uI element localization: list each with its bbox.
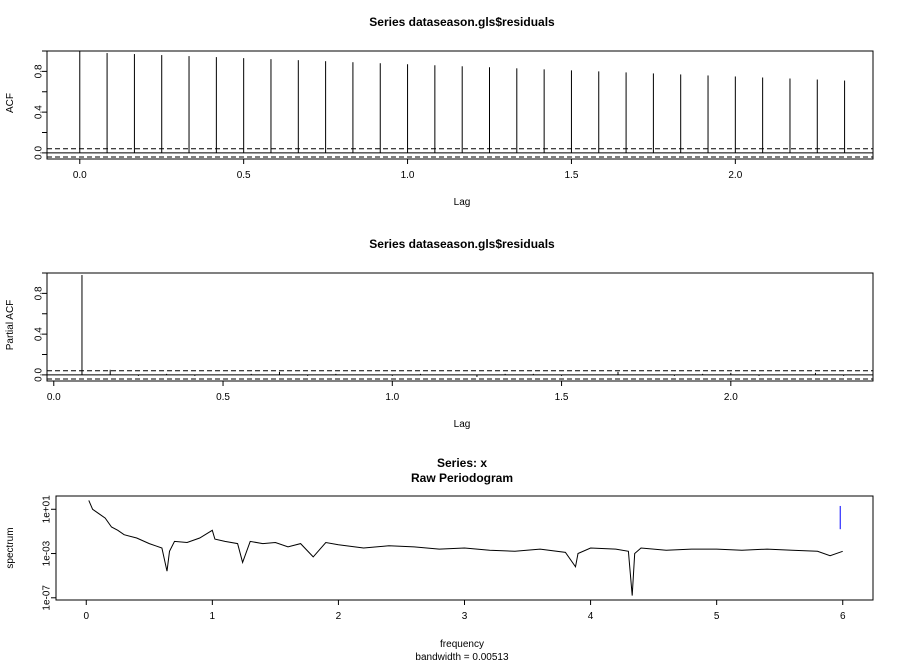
pacf-panel: Series dataseason.gls$residuals 0.0 0.5 1.…: [5, 237, 874, 430]
acf-panel: Series dataseason.gls$residuals 0.0 0.5 1.…: [5, 15, 874, 208]
acf-xlabel: Lag: [454, 197, 471, 208]
periodogram-xtick-label: 1: [210, 611, 216, 622]
pacf-xtick-label: 0.5: [216, 392, 230, 403]
pacf-xtick-label: 0.0: [47, 392, 61, 403]
spectrum-line: [88, 500, 843, 596]
periodogram-subtitle: Raw Periodogram: [411, 471, 513, 485]
periodogram-panel: Series: x Raw Periodogram 0 1 2 3 4 5 6 1e-07 1e…: [5, 456, 874, 663]
acf-ytick-label: 0.4: [34, 105, 45, 119]
periodogram-xtick-label: 5: [714, 611, 720, 622]
pacf-xtick-label: 2.0: [724, 392, 738, 403]
acf-xtick-label: 2.0: [728, 170, 742, 181]
acf-title: Series dataseason.gls$residuals: [369, 15, 555, 29]
pacf-marks: 0.0 0.5 1.0 1.5 2.0 0.0 0.4 0.8: [34, 272, 873, 403]
acf-xtick-label: 0.0: [73, 170, 87, 181]
periodogram-marks: 0 1 2 3 4 5 6 1e-07 1e-03 1e+01: [42, 495, 846, 622]
acf-xtick-label: 0.5: [237, 170, 251, 181]
acf-ylabel: ACF: [5, 93, 16, 113]
periodogram-bandwidth-note: bandwidth = 0.00513: [415, 652, 509, 663]
pacf-title: Series dataseason.gls$residuals: [369, 237, 555, 251]
pacf-xtick-label: 1.0: [385, 392, 399, 403]
acf-ytick-label: 0.0: [34, 146, 45, 160]
acf-plot-box: [46, 50, 874, 160]
periodogram-xtick-label: 4: [588, 611, 594, 622]
pacf-plot-box: [46, 272, 874, 382]
periodogram-ytick-label: 1e-07: [42, 585, 53, 611]
periodogram-xtick-label: 0: [83, 611, 89, 622]
periodogram-ytick-label: 1e+01: [42, 495, 53, 524]
pacf-ylabel: Partial ACF: [5, 300, 16, 351]
acf-marks: 0.0 0.5 1.0 1.5 2.0 0.0 0.4 0.8: [34, 50, 873, 181]
periodogram-xtick-label: 6: [840, 611, 846, 622]
pacf-ytick-label: 0.0: [34, 368, 45, 382]
acf-xtick-label: 1.5: [564, 170, 578, 181]
pacf-ytick-label: 0.8: [34, 286, 45, 300]
acf-ytick-label: 0.8: [34, 64, 45, 78]
periodogram-ylabel: spectrum: [5, 527, 16, 568]
pacf-xtick-label: 1.5: [555, 392, 569, 403]
periodogram-xtick-label: 2: [336, 611, 342, 622]
pacf-ytick-label: 0.4: [34, 327, 45, 341]
periodogram-title: Series: x: [437, 456, 487, 470]
periodogram-xlabel: frequency: [440, 639, 484, 650]
pacf-xlabel: Lag: [454, 419, 471, 430]
periodogram-ytick-label: 1e-03: [42, 540, 53, 566]
acf-xtick-label: 1.0: [401, 170, 415, 181]
periodogram-xtick-label: 3: [462, 611, 468, 622]
